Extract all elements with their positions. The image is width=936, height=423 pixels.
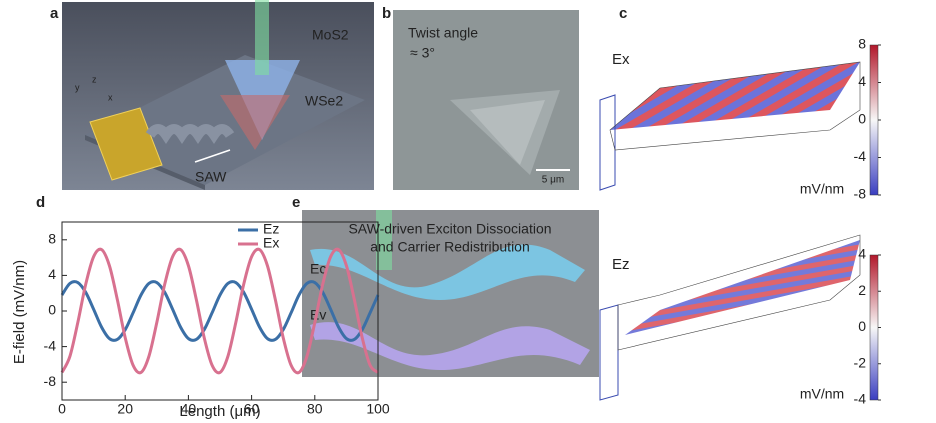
panel-label: e — [292, 194, 300, 211]
y-tick-label: -4 — [44, 337, 57, 353]
panel-label: a — [50, 5, 59, 22]
idt — [89, 107, 163, 181]
colorbar-tick-label: 0 — [858, 111, 866, 127]
laser — [255, 0, 269, 75]
colorbar-tick-label: -4 — [854, 148, 867, 164]
wse2-label: WSe2 — [305, 93, 343, 109]
y-axis-label: E-field (mV/nm) — [11, 260, 28, 364]
colorbar-tick-label: -8 — [854, 186, 867, 202]
scale-bar-label: 5 μm — [542, 175, 564, 186]
axis-z: z — [92, 74, 97, 84]
x-tick-label: 20 — [117, 401, 133, 417]
x-tick-label: 0 — [58, 401, 66, 417]
axis-y: y — [75, 82, 80, 92]
x-tick-label: 80 — [307, 401, 323, 417]
annotation: Twist angle — [408, 25, 478, 41]
x-axis-label: Length (μm) — [179, 403, 260, 420]
field-ez — [625, 240, 860, 335]
x-tick-label: 60 — [244, 401, 260, 417]
line-series — [60, 280, 380, 342]
x-tick-label: 40 — [181, 401, 197, 417]
y-tick-label: 0 — [48, 302, 56, 318]
annotation: ≈ 3° — [410, 45, 435, 61]
box — [599, 304, 619, 401]
panel-label: c — [619, 5, 627, 22]
saw-arrow — [194, 149, 231, 163]
box — [599, 94, 616, 191]
panel-label: b — [382, 5, 391, 22]
colorbar-tick-label: 2 — [858, 282, 866, 298]
colorbar-tick-label: 4 — [858, 73, 866, 89]
colorbar-tick-label: 8 — [858, 36, 866, 52]
mos2-label: MoS2 — [312, 27, 349, 43]
colorbar-tick-label: 4 — [858, 246, 866, 262]
colorbar — [869, 44, 879, 196]
x-tick-label: 100 — [366, 401, 390, 417]
flake — [470, 100, 545, 165]
y-tick-label: -8 — [44, 373, 57, 389]
valence-band — [310, 322, 590, 370]
colorbar — [869, 254, 879, 401]
y-tick-label: 8 — [48, 231, 56, 247]
axis-x: x — [108, 92, 113, 102]
conduction-band — [310, 244, 585, 300]
band-label: Ev — [310, 307, 326, 323]
colorbar-unit: mV/nm — [800, 386, 844, 402]
panel-title: SAW-driven Exciton Dissociation — [348, 221, 551, 237]
colorbar-tick-label: -4 — [854, 391, 867, 407]
colorbar-unit: mV/nm — [800, 181, 844, 197]
legend-label: Ex — [263, 235, 279, 251]
saw-label: SAW — [195, 169, 227, 185]
laser — [376, 210, 392, 270]
legend-label: Ez — [263, 221, 279, 237]
panel-label: d — [36, 194, 45, 211]
box — [617, 234, 861, 351]
field-ex — [610, 62, 860, 130]
box — [609, 61, 861, 151]
field-label: Ez — [612, 256, 630, 273]
y-tick-label: 4 — [48, 266, 56, 282]
line-series — [60, 247, 380, 375]
wse2-lattice — [220, 95, 290, 150]
field-label: Ex — [612, 51, 630, 68]
plot-frame — [61, 221, 379, 401]
saw-wave — [145, 124, 235, 145]
colorbars: 8 4 0 -4 -8 mV/nm 4 2 0 -2 -4 mV/nm — [800, 36, 881, 407]
band-label: Ec — [310, 261, 326, 277]
colorbar-tick-label: 0 — [858, 318, 866, 334]
colorbar-tick-label: -2 — [854, 354, 867, 370]
panel-title: and Carrier Redistribution — [370, 239, 530, 255]
